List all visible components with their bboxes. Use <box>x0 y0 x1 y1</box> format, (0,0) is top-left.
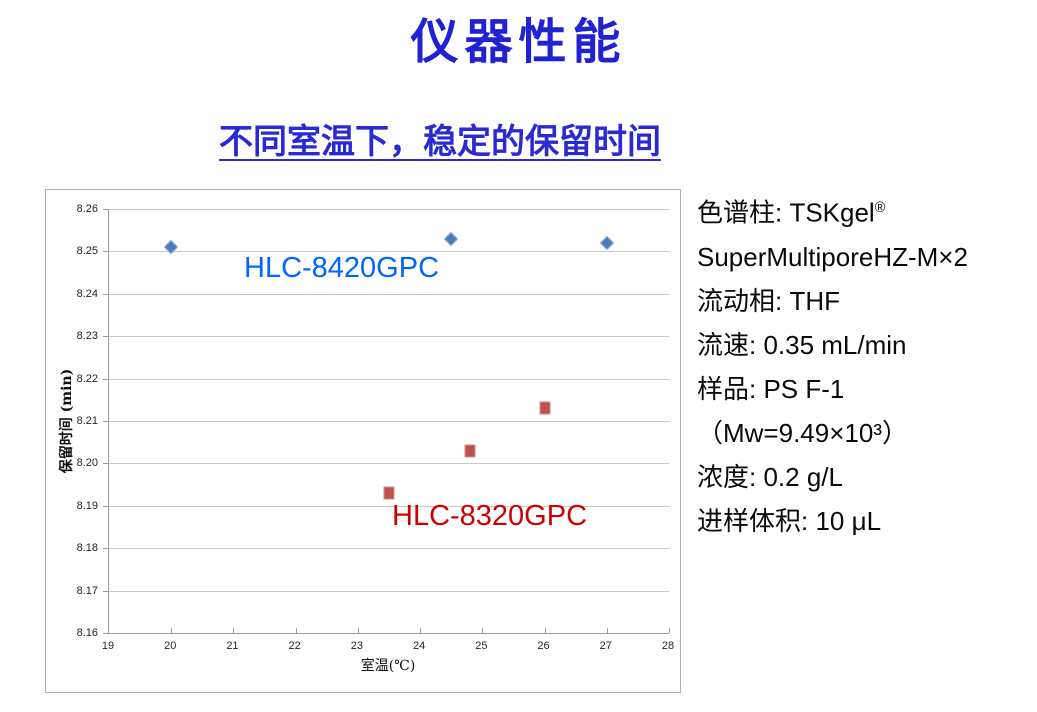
gridline <box>109 209 669 210</box>
hlc-8420gpc-data-point <box>599 235 614 250</box>
gridline <box>109 378 669 380</box>
gridline <box>109 548 669 550</box>
y-tick-mark <box>103 505 109 507</box>
x-tick-label: 27 <box>599 640 612 652</box>
hlc-8320gpc-data-point <box>383 486 395 500</box>
condition-text: 色谱柱: TSKgel <box>697 197 875 228</box>
x-tick-mark <box>606 628 608 633</box>
condition-sample: 样品: PS F-1 <box>697 367 1035 411</box>
retention-time-scatter-chart: 保留时间 (min) 8.16 8.17 8.18 8.19 8.20 8.21 8.22 8… <box>45 189 681 693</box>
y-tick-label: 8.18 <box>76 542 98 555</box>
condition-text: 流速: 0.35 mL/min <box>697 329 907 360</box>
y-tick-mark <box>103 293 109 295</box>
x-tick-mark <box>171 628 173 633</box>
y-axis-tick-labels: 8.16 8.17 8.18 8.19 8.20 8.21 8.22 8.23 8.24 8.25… <box>46 203 100 639</box>
y-tick-label: 8.21 <box>76 415 98 427</box>
gridline <box>109 251 669 253</box>
condition-sample-mw: （Mw=9.49×10³） <box>697 411 1035 455</box>
condition-text: 浓度: 0.2 g/L <box>697 461 843 492</box>
x-tick-mark <box>482 628 484 633</box>
x-tick-mark <box>357 628 359 633</box>
slide-subtitle: 不同室温下，稳定的保留时间 <box>219 122 661 162</box>
y-tick-label: 8.23 <box>76 330 98 343</box>
gridline <box>109 590 669 592</box>
analysis-conditions-panel: 色谱柱: TSKgel® SuperMultiporeHZ-M×2 流动相: THF… <box>697 186 1035 543</box>
x-tick-mark <box>420 628 422 633</box>
y-tick-mark <box>103 590 109 592</box>
page-title: 仪器性能 <box>410 14 627 70</box>
y-tick-mark <box>103 209 109 210</box>
x-tick-mark <box>544 628 546 633</box>
series-label-hlc-8420gpc: HLC-8420GPC <box>244 252 440 284</box>
registered-trademark-sup: ® <box>874 200 886 216</box>
gridline <box>109 293 669 295</box>
x-tick-mark <box>669 628 670 633</box>
x-tick-label: 20 <box>164 640 177 652</box>
x-tick-label: 19 <box>101 640 115 652</box>
hlc-8320gpc-data-point <box>464 444 476 458</box>
condition-text: 流动相: THF <box>697 285 840 316</box>
y-tick-label: 8.19 <box>76 499 98 512</box>
y-tick-mark <box>103 378 109 380</box>
x-tick-label: 26 <box>537 640 550 652</box>
y-tick-mark <box>103 251 109 253</box>
condition-column: 色谱柱: TSKgel® <box>697 186 1035 235</box>
y-tick-mark <box>103 336 109 338</box>
condition-text: SuperMultiporeHZ-M×2 <box>697 241 968 272</box>
x-tick-mark <box>233 628 235 633</box>
condition-text: （Mw=9.49×10³） <box>697 417 908 448</box>
y-tick-label: 8.26 <box>76 203 98 215</box>
gridline <box>109 505 669 507</box>
y-tick-label: 8.16 <box>76 627 98 639</box>
y-tick-mark <box>103 463 109 465</box>
condition-text: 进样体积: 10 μL <box>697 505 882 536</box>
series-label-hlc-8320gpc: HLC-8320GPC <box>392 500 588 532</box>
condition-column-continued: SuperMultiporeHZ-M×2 <box>697 235 1035 279</box>
condition-flow-rate: 流速: 0.35 mL/min <box>697 323 1035 367</box>
y-tick-label: 8.22 <box>76 372 98 385</box>
y-tick-mark <box>103 633 109 634</box>
x-axis-tick-labels: 19 20 21 22 23 24 25 26 27 28 <box>102 640 674 654</box>
y-tick-label: 8.24 <box>76 287 98 300</box>
x-tick-label: 23 <box>350 640 363 652</box>
y-tick-mark <box>103 548 109 550</box>
gridline <box>109 463 669 465</box>
x-tick-mark <box>295 628 297 633</box>
y-tick-label: 8.25 <box>76 245 98 258</box>
hlc-8420gpc-data-point <box>444 231 459 246</box>
x-axis-title: 室温(℃) <box>360 658 416 674</box>
hlc-8320gpc-data-point <box>539 401 551 415</box>
gridline <box>109 421 669 422</box>
condition-text: 样品: PS F-1 <box>697 373 845 404</box>
x-tick-label: 21 <box>226 640 239 652</box>
x-tick-label: 28 <box>661 640 675 652</box>
x-tick-label: 24 <box>412 640 426 652</box>
condition-mobile-phase: 流动相: THF <box>697 279 1035 323</box>
condition-injection-volume: 进样体积: 10 μL <box>697 499 1035 543</box>
y-tick-label: 8.20 <box>76 457 98 470</box>
y-tick-label: 8.17 <box>76 584 98 597</box>
gridline <box>109 336 669 338</box>
x-tick-label: 25 <box>475 640 488 652</box>
x-tick-label: 22 <box>288 640 301 652</box>
y-tick-mark <box>103 421 109 422</box>
plot-area <box>103 209 670 634</box>
condition-concentration: 浓度: 0.2 g/L <box>697 455 1035 499</box>
